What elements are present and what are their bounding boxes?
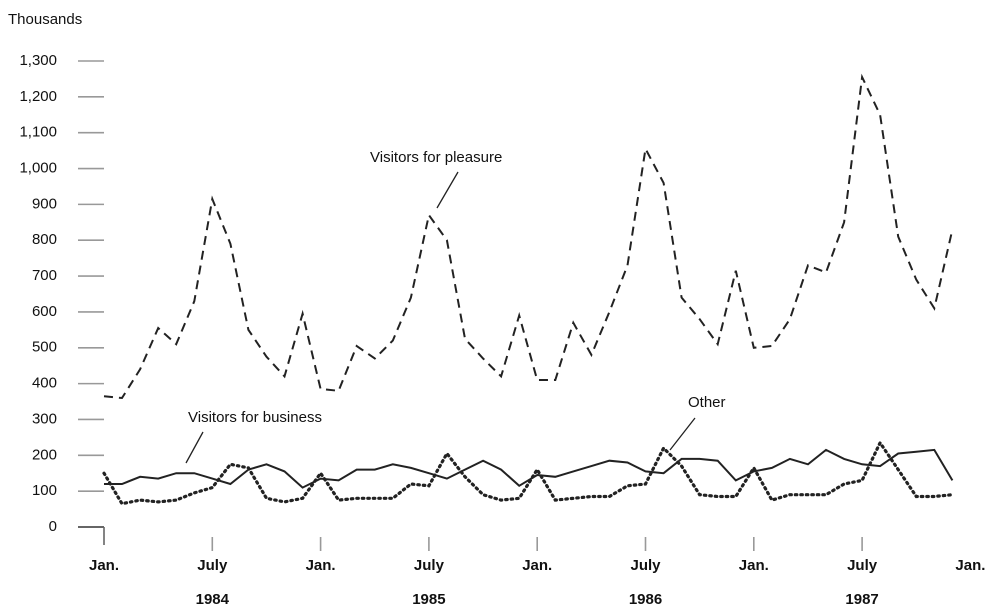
y-tick-label: 100 (32, 482, 57, 499)
x-tick-label: July (414, 557, 445, 574)
x-tick-label: Jan. (89, 557, 119, 574)
y-axis-label: Thousands (8, 11, 82, 28)
x-tick-label: July (847, 557, 878, 574)
x-tick-label: July (630, 557, 661, 574)
annotation: Visitors for pleasure (370, 149, 502, 166)
y-tick-label: 1,200 (19, 88, 57, 105)
series-line (103, 73, 954, 400)
y-tick-label: 800 (32, 231, 57, 248)
annotation: Visitors for business (188, 409, 322, 426)
y-tick-label: 900 (32, 195, 57, 212)
y-tick-label: 1,300 (19, 52, 57, 69)
x-tick-label: Jan. (739, 557, 769, 574)
y-tick-label: 0 (49, 518, 57, 535)
x-tick-label: Jan. (306, 557, 336, 574)
x-tick-label: Jan. (522, 557, 552, 574)
y-tick-label: 300 (32, 410, 57, 427)
series-line (104, 448, 954, 489)
year-label: 1986 (629, 591, 662, 608)
leader-line (669, 417, 696, 451)
y-tick-label: 200 (32, 446, 57, 463)
x-tick-label: Jan. (955, 557, 985, 574)
year-label: 1987 (845, 591, 878, 608)
year-label: 1984 (196, 591, 230, 608)
y-tick-label: 400 (32, 375, 57, 392)
y-tick-label: 700 (32, 267, 57, 284)
y-tick-label: 600 (32, 303, 57, 320)
y-tick-label: 500 (32, 339, 57, 356)
x-tick-label: July (197, 557, 228, 574)
series-line (102, 439, 954, 506)
leader-line (436, 171, 459, 209)
leader-line (185, 431, 204, 464)
y-tick-label: 1,000 (19, 160, 57, 177)
annotation: Other (688, 394, 726, 411)
y-tick-label: 1,100 (19, 124, 57, 141)
year-label: 1985 (412, 591, 445, 608)
